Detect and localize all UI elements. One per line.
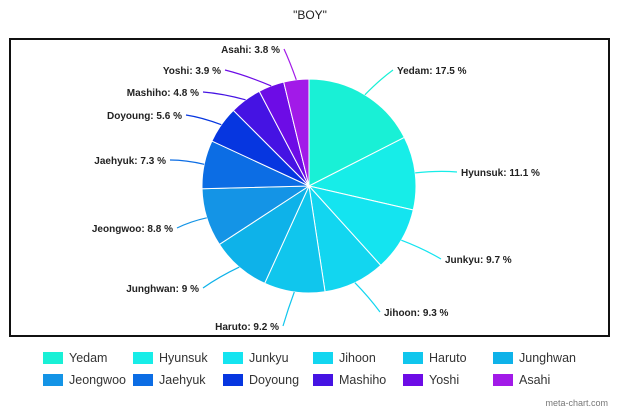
leader-line-mashiho xyxy=(202,91,246,101)
legend-item-jaehyuk[interactable]: Jaehyuk xyxy=(133,373,223,387)
legend-swatch xyxy=(223,374,243,386)
legend-swatch xyxy=(133,352,153,364)
legend-label: Asahi xyxy=(519,373,551,387)
legend-item-jeongwoo[interactable]: Jeongwoo xyxy=(43,373,133,387)
slice-label-yedam: Yedam: 17.5 % xyxy=(397,66,467,77)
watermark: meta-chart.com xyxy=(545,398,608,408)
slice-label-jihoon: Jihoon: 9.3 % xyxy=(384,308,449,319)
leader-line-yoshi xyxy=(224,69,272,87)
leader-line-jeongwoo xyxy=(176,217,207,229)
chart-title: "BOY" xyxy=(293,8,327,22)
legend-label: Mashiho xyxy=(339,373,387,387)
pie-chart: Yedam: 17.5 % Hyunsuk: 11.1 % Junkyu: 9.7 … xyxy=(92,45,540,333)
slice-label-junkyu: Junkyu: 9.7 % xyxy=(445,255,512,266)
legend-swatch xyxy=(313,374,333,386)
slice-label-yoshi: Yoshi: 3.9 % xyxy=(163,66,221,77)
slice-label-doyoung: Doyoung: 5.6 % xyxy=(107,111,182,122)
legend-label: Yedam xyxy=(69,351,108,365)
legend-item-junkyu[interactable]: Junkyu xyxy=(223,351,313,365)
leader-line-doyoung xyxy=(185,114,222,126)
legend-item-junghwan[interactable]: Junghwan xyxy=(493,351,583,365)
legend-swatch xyxy=(493,374,513,386)
legend-item-yedam[interactable]: Yedam xyxy=(43,351,133,365)
legend-swatch xyxy=(133,374,153,386)
legend-item-hyunsuk[interactable]: Hyunsuk xyxy=(133,351,223,365)
legend-label: Jaehyuk xyxy=(159,373,206,387)
legend-item-jihoon[interactable]: Jihoon xyxy=(313,351,403,365)
legend-label: Yoshi xyxy=(429,373,460,387)
legend-label: Jihoon xyxy=(339,351,376,365)
legend-swatch xyxy=(43,352,63,364)
legend-swatch xyxy=(313,352,333,364)
legend-label: Haruto xyxy=(429,351,467,365)
legend-item-doyoung[interactable]: Doyoung xyxy=(223,373,313,387)
slice-label-haruto: Haruto: 9.2 % xyxy=(215,322,279,333)
legend: Yedam Hyunsuk Junkyu Jihoon Haruto Junghwan Je… xyxy=(43,351,603,387)
leader-line-hyunsuk xyxy=(415,170,458,174)
legend-item-mashiho[interactable]: Mashiho xyxy=(313,373,403,387)
leader-line-jaehyuk xyxy=(169,159,205,165)
legend-label: Hyunsuk xyxy=(159,351,208,365)
slice-label-junghwan: Junghwan: 9 % xyxy=(126,284,199,295)
legend-swatch xyxy=(403,352,423,364)
leader-line-jihoon xyxy=(354,282,381,313)
plot-frame xyxy=(9,38,610,337)
legend-item-haruto[interactable]: Haruto xyxy=(403,351,493,365)
legend-swatch xyxy=(43,374,63,386)
legend-label: Junkyu xyxy=(249,351,289,365)
leader-line-asahi xyxy=(283,48,297,81)
leader-line-junkyu xyxy=(401,239,442,260)
legend-item-asahi[interactable]: Asahi xyxy=(493,373,583,387)
slice-label-jeongwoo: Jeongwoo: 8.8 % xyxy=(92,224,173,235)
legend-label: Junghwan xyxy=(519,351,576,365)
legend-swatch xyxy=(223,352,243,364)
legend-label: Jeongwoo xyxy=(69,373,126,387)
slice-label-asahi: Asahi: 3.8 % xyxy=(221,45,280,56)
legend-item-yoshi[interactable]: Yoshi xyxy=(403,373,493,387)
legend-swatch xyxy=(403,374,423,386)
slice-label-mashiho: Mashiho: 4.8 % xyxy=(127,88,199,99)
legend-swatch xyxy=(493,352,513,364)
slice-label-jaehyuk: Jaehyuk: 7.3 % xyxy=(94,156,166,167)
legend-label: Doyoung xyxy=(249,373,300,387)
slice-label-hyunsuk: Hyunsuk: 11.1 % xyxy=(461,168,540,179)
leader-line-yedam xyxy=(364,69,394,96)
leader-line-haruto xyxy=(282,291,295,327)
leader-line-junghwan xyxy=(202,266,240,289)
